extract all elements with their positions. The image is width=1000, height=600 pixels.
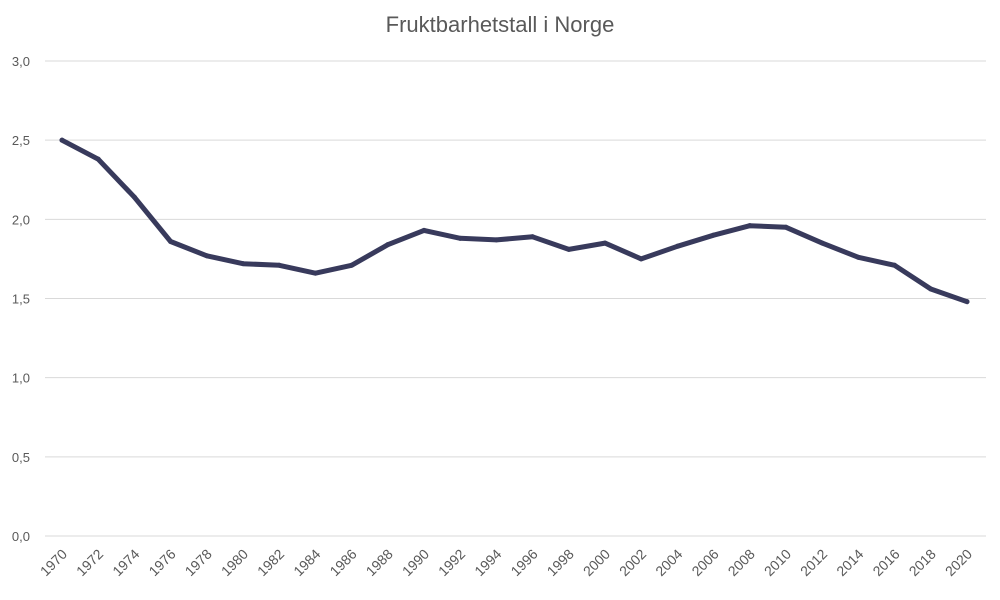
y-tick-label: 1,5: [12, 292, 30, 307]
x-tick-label: 1990: [399, 546, 432, 579]
data-point: [457, 235, 463, 241]
y-tick-label: 2,0: [12, 212, 30, 227]
x-tick-label: 1992: [435, 546, 468, 579]
data-point: [819, 240, 825, 246]
x-tick-label: 2016: [869, 546, 902, 579]
data-point: [855, 254, 861, 260]
data-point: [204, 253, 210, 259]
x-tick-label: 2014: [833, 546, 866, 579]
x-tick-label: 1986: [326, 546, 359, 579]
x-tick-label: 2020: [942, 546, 975, 579]
data-point: [602, 240, 608, 246]
data-point: [493, 237, 499, 243]
data-point: [131, 194, 137, 200]
data-point: [892, 262, 898, 268]
data-point: [964, 299, 970, 305]
data-point: [349, 262, 355, 268]
x-tick-label: 2008: [725, 546, 758, 579]
data-point: [928, 286, 934, 292]
x-tick-label: 2000: [580, 546, 613, 579]
y-tick-label: 3,0: [12, 54, 30, 69]
data-point: [168, 239, 174, 244]
x-tick-label: 1970: [37, 546, 70, 579]
data-point: [711, 232, 717, 238]
y-tick-label: 1,0: [12, 371, 30, 386]
data-point: [747, 223, 753, 229]
x-tick-label: 1972: [73, 546, 106, 579]
y-axis-ticks: 0,0 0,5 1,0 1,5 2,0 2,5 3,0: [12, 54, 30, 544]
data-point: [385, 242, 391, 248]
x-tick-label: 1988: [363, 546, 396, 579]
data-point: [530, 234, 536, 240]
x-tick-label: 1998: [544, 546, 577, 579]
x-tick-label: 2010: [761, 546, 794, 579]
data-point: [276, 262, 282, 268]
chart-title: Fruktbarhetstall i Norge: [385, 12, 615, 37]
x-tick-label: 1974: [109, 546, 142, 579]
data-point: [421, 227, 427, 233]
series-line: [59, 137, 970, 305]
data-point: [312, 270, 318, 276]
data-point: [674, 243, 680, 249]
x-tick-label: 2012: [797, 546, 830, 579]
x-tick-label: 2018: [906, 546, 939, 579]
x-tick-label: 1976: [145, 546, 178, 579]
data-point: [59, 137, 65, 143]
x-tick-label: 2002: [616, 546, 649, 579]
x-tick-label: 1982: [254, 546, 287, 579]
y-tick-label: 0,0: [12, 529, 30, 544]
x-axis-ticks: 1970 1972 1974 1976 1978 1980 1982 1984 1986 1988…: [37, 546, 975, 579]
data-point: [566, 246, 572, 252]
x-tick-label: 2006: [688, 546, 721, 579]
data-point: [95, 156, 101, 162]
x-tick-label: 1994: [471, 546, 504, 579]
x-tick-label: 1984: [290, 546, 323, 579]
gridlines: [45, 60, 986, 537]
data-point: [240, 261, 246, 267]
x-tick-label: 1980: [218, 546, 251, 579]
data-point: [638, 256, 644, 262]
series-layer: [59, 137, 970, 305]
y-tick-label: 2,5: [12, 133, 30, 148]
x-tick-label: 1996: [507, 546, 540, 579]
x-tick-label: 2004: [652, 546, 685, 579]
x-tick-label: 1978: [182, 546, 215, 579]
data-point: [783, 224, 789, 230]
y-tick-label: 0,5: [12, 450, 30, 465]
